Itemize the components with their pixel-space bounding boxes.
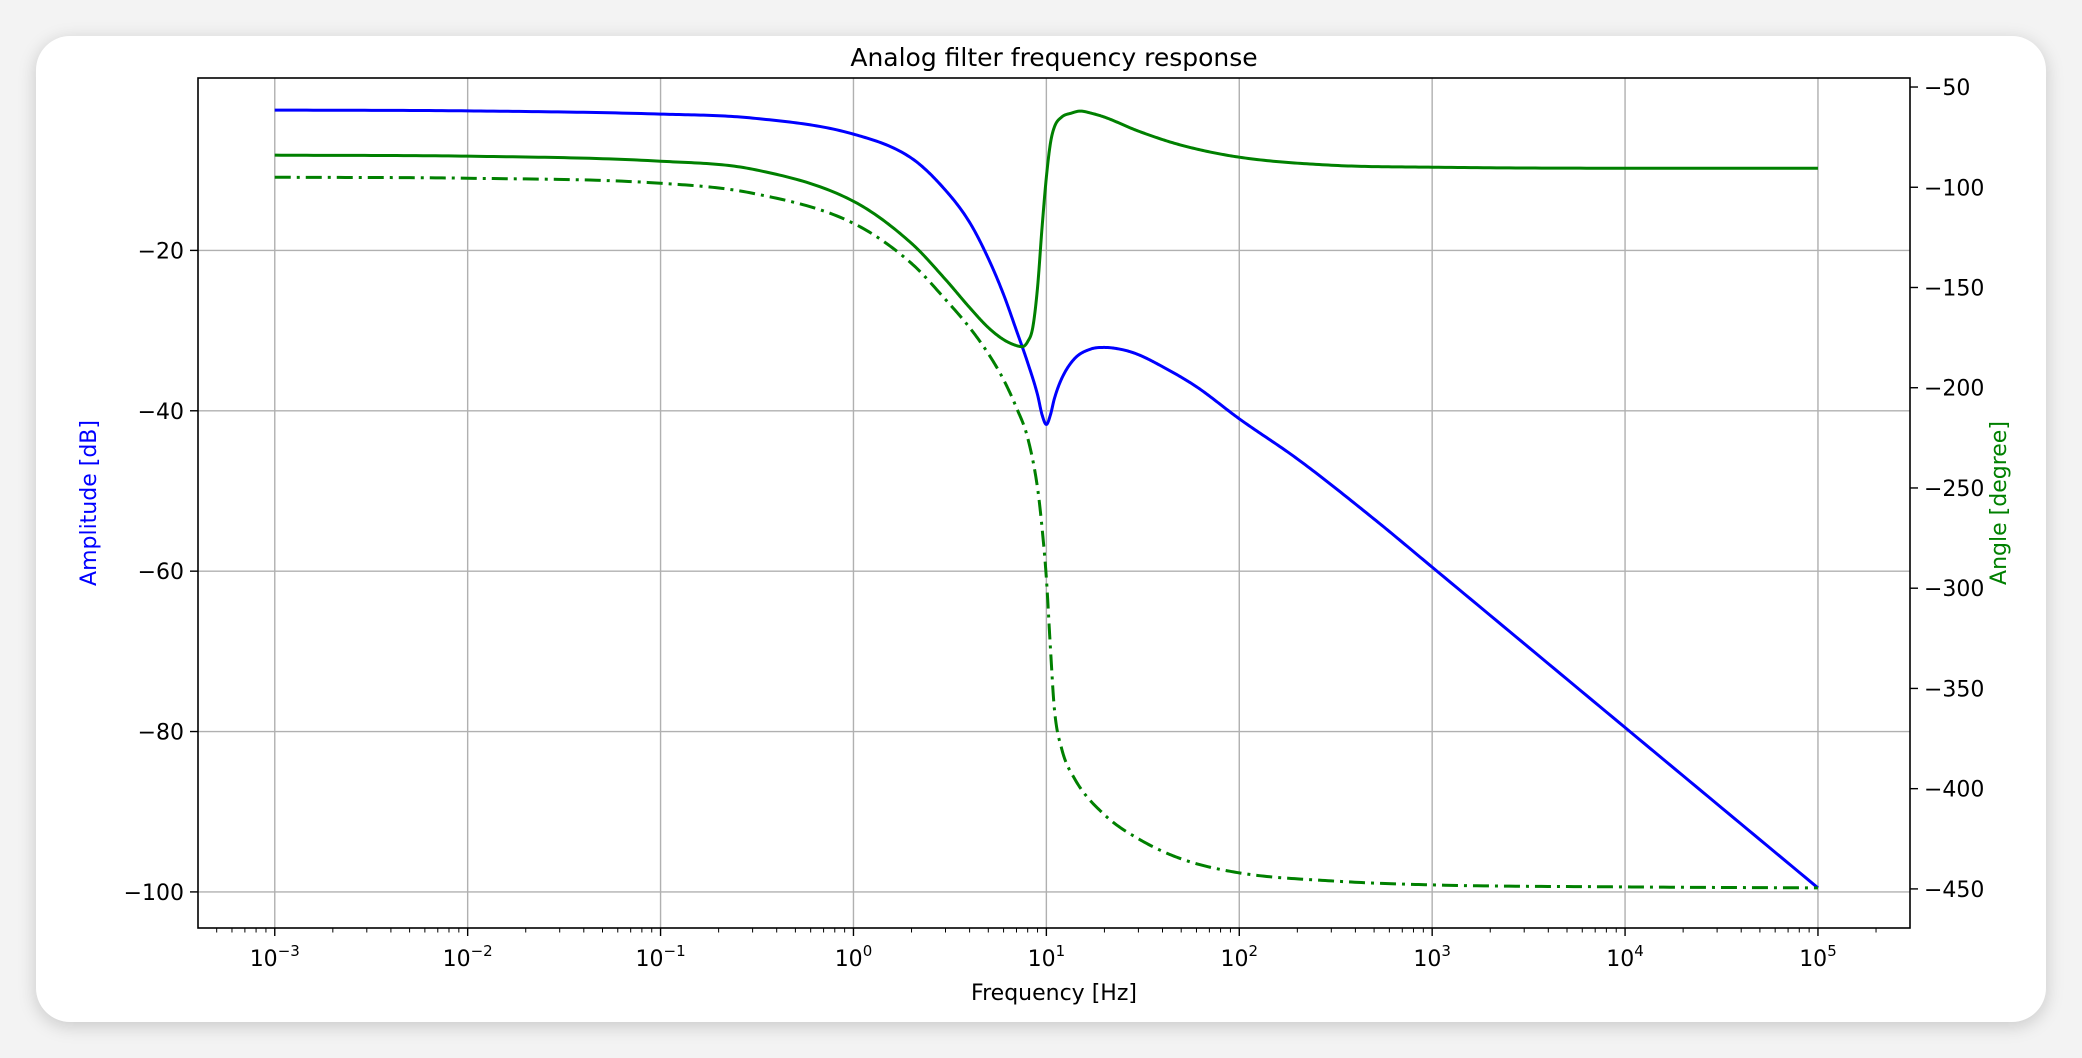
x-tick-label: 105 xyxy=(1799,942,1837,972)
chart-card: 10−3 10−2 10−1 100 101 102 103 104 105 −20 −40 −60 −… xyxy=(36,36,2046,1022)
x-tick-label: 102 xyxy=(1220,942,1258,972)
right-y-tick-label: −350 xyxy=(1924,677,1984,702)
left-y-tick-label: −40 xyxy=(138,400,184,425)
series-group xyxy=(274,108,1819,890)
left-y-tick-label: −100 xyxy=(124,881,184,906)
right-y-tick-label: −150 xyxy=(1924,276,1984,301)
right-y-tick-label: −400 xyxy=(1924,778,1984,803)
x-tick-label: 10−3 xyxy=(250,942,300,972)
ticks: 10−3 10−2 10−1 100 101 102 103 104 105 −20 −40 −60 −… xyxy=(124,76,1985,972)
x-axis-label: Frequency [Hz] xyxy=(971,981,1137,1006)
frequency-response-chart: 10−3 10−2 10−1 100 101 102 103 104 105 −20 −40 −60 −… xyxy=(77,43,2012,1006)
right-y-tick-label: −50 xyxy=(1924,76,1970,101)
right-y-tick-label: −300 xyxy=(1924,577,1984,602)
grid xyxy=(198,78,1910,928)
right-y-tick-label: −250 xyxy=(1924,477,1984,502)
right-y-tick-label: −100 xyxy=(1924,176,1984,201)
x-tick-label: 10−2 xyxy=(443,942,493,972)
right-y-tick-label: −200 xyxy=(1924,377,1984,402)
left-y-tick-label: −80 xyxy=(138,721,184,746)
right-y-axis-label: Angle [degree] xyxy=(1987,421,2012,585)
plot-frame xyxy=(197,77,1911,929)
left-y-tick-label: −20 xyxy=(138,239,184,264)
x-tick-label: 104 xyxy=(1606,942,1644,972)
left-y-axis-label: Amplitude [dB] xyxy=(77,420,102,586)
x-tick-label: 100 xyxy=(835,942,873,972)
x-tick-label: 101 xyxy=(1028,942,1066,972)
right-y-tick-label: −450 xyxy=(1924,878,1984,903)
amplitude-line xyxy=(274,108,1819,890)
chart-title: Analog filter frequency response xyxy=(850,43,1257,72)
x-tick-label: 10−1 xyxy=(636,942,686,972)
x-tick-label: 103 xyxy=(1413,942,1451,972)
left-y-tick-label: −60 xyxy=(138,560,184,585)
angle-line xyxy=(274,109,1818,349)
